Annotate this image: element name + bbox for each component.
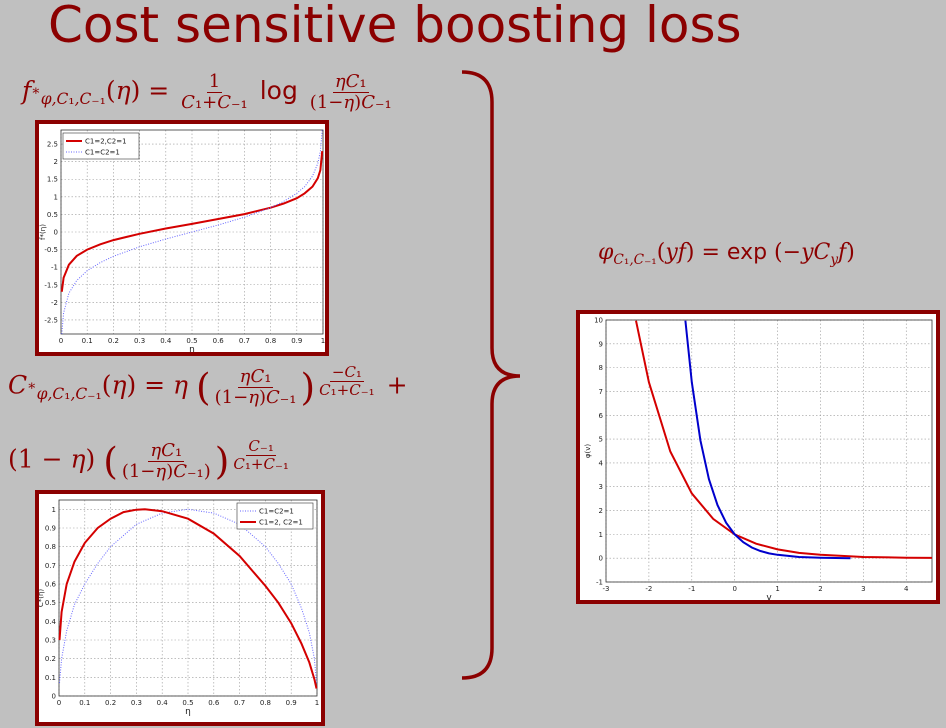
x-tick-label: 4 <box>904 585 909 593</box>
y-tick-label: 0.4 <box>45 618 57 626</box>
x-tick-label: 0.8 <box>260 699 271 707</box>
y-tick-label: 6 <box>599 412 604 420</box>
y-tick-label: -1 <box>596 579 603 587</box>
y-tick-label: 0 <box>52 693 56 701</box>
y-tick-label: 0 <box>54 229 58 237</box>
y-axis-label: f*(η) <box>39 224 47 240</box>
y-tick-label: 2.5 <box>47 141 58 149</box>
x-tick-label: 0.2 <box>105 699 116 707</box>
y-tick-label: 0.3 <box>45 637 56 645</box>
equation-phi: φC₁,C₋₁(yf) = exp (−yCyf) <box>598 240 855 268</box>
x-tick-label: -3 <box>603 585 610 593</box>
y-tick-label: 1 <box>52 506 56 514</box>
y-tick-label: 1 <box>54 193 58 201</box>
x-tick-label: 1 <box>315 699 319 707</box>
x-tick-label: 1 <box>775 585 779 593</box>
x-tick-label: 0.4 <box>157 699 169 707</box>
x-axis-label: η <box>189 345 195 352</box>
exp-label: exp <box>726 240 768 265</box>
y-tick-label: 0.7 <box>45 562 56 570</box>
y-tick-label: 0.2 <box>45 655 56 663</box>
x-axis-label: v <box>766 593 772 600</box>
plot-frame <box>60 129 324 335</box>
legend-label: C1=2,C2=1 <box>85 138 127 146</box>
legend-box <box>236 502 314 530</box>
chart-panel-c-star: 0 0.1 0.2 0.3 0.4 0.5 0.6 0.7 0.8 0.9 1 0 0.1 0.2 0.3 0… <box>35 490 325 726</box>
equation-c-star-line2: (1 − η) (ηC₁ (1−η)C₋₁)) C₋₁ C₁+C₋₁ <box>8 437 289 483</box>
log-label: log <box>259 75 298 105</box>
y-axis-label: φ(v) <box>584 444 592 458</box>
x-tick-label: 0.1 <box>82 337 93 345</box>
x-tick-label: 0.6 <box>213 337 225 345</box>
y-tick-label: 0.6 <box>45 581 57 589</box>
x-tick-label: 0.8 <box>265 337 276 345</box>
legend-label: C1=C2=1 <box>259 508 294 516</box>
chart-phi: -3 -2 -1 0 1 2 3 4 -1 0 1 2 3 4 5 6 7 8 9 10 v φ(v) <box>584 317 933 600</box>
y-tick-label: 0.5 <box>45 599 56 607</box>
chart-f-star: 0 0.1 0.2 0.3 0.4 0.5 0.6 0.7 0.8 0.9 1 -2.5 -2 -1.5 -… <box>39 129 325 352</box>
y-tick-label: 9 <box>599 340 603 348</box>
series-line <box>635 320 933 559</box>
chart-c-star: 0 0.1 0.2 0.3 0.4 0.5 0.6 0.7 0.8 0.9 1 0 0.1 0.2 0.3 0… <box>39 499 319 717</box>
x-tick-label: -2 <box>645 585 652 593</box>
y-tick-label: -1.5 <box>44 281 58 289</box>
equation-c-star-line1: C∗φ,C₁,C₋₁(η) = η (ηC₁ (1−η)C₋₁) −C₁ C₁+C₋₁… <box>8 363 408 409</box>
series-line <box>59 508 317 683</box>
equation-f-star: f∗φ,C₁,C₋₁(η) = 1 C₁+C₋₁ log ηC₁ (1−η)C₋₁ <box>22 71 392 113</box>
y-tick-label: 4 <box>599 459 604 467</box>
plus-sign: + <box>386 370 408 400</box>
series-line <box>684 320 851 560</box>
plot-frame <box>605 319 933 583</box>
page-title: Cost sensitive boosting loss <box>48 0 742 54</box>
y-tick-label: 0.8 <box>45 543 56 551</box>
x-tick-label: 1 <box>321 337 325 345</box>
x-tick-label: 0.3 <box>131 699 142 707</box>
series-line <box>60 151 324 292</box>
x-tick-label: 0.3 <box>134 337 145 345</box>
x-tick-label: 0.1 <box>79 699 90 707</box>
x-tick-label: 0.6 <box>208 699 220 707</box>
y-tick-label: 0 <box>599 555 603 563</box>
y-tick-label: 2 <box>54 158 58 166</box>
y-axis-label: C*(η) <box>39 589 45 608</box>
x-tick-label: 0.9 <box>291 337 302 345</box>
x-tick-label: 3 <box>861 585 865 593</box>
x-tick-label: 0.2 <box>108 337 119 345</box>
y-tick-label: -0.5 <box>44 246 58 254</box>
x-tick-label: 0.9 <box>286 699 297 707</box>
legend-label: C1=2, C2=1 <box>259 519 303 527</box>
curly-brace <box>461 70 521 680</box>
chart-panel-phi: -3 -2 -1 0 1 2 3 4 -1 0 1 2 3 4 5 6 7 8 9 10 v φ(v) <box>576 310 940 604</box>
y-tick-label: 8 <box>599 364 603 372</box>
legend-box <box>62 132 140 160</box>
x-axis-label: η <box>185 707 191 717</box>
x-tick-label: 0.7 <box>234 699 245 707</box>
x-tick-label: 0 <box>57 699 61 707</box>
x-tick-label: 0.5 <box>182 699 193 707</box>
x-tick-label: 0.7 <box>239 337 250 345</box>
plot-frame <box>58 499 318 697</box>
y-tick-label: 1.5 <box>47 176 58 184</box>
chart-panel-f-star: 0 0.1 0.2 0.3 0.4 0.5 0.6 0.7 0.8 0.9 1 -2.5 -2 -1.5 -… <box>35 120 329 356</box>
x-tick-label: 0.4 <box>160 337 172 345</box>
y-tick-label: 2 <box>599 507 603 515</box>
legend-label: C1=C2=1 <box>85 149 120 157</box>
y-tick-label: 5 <box>599 436 603 444</box>
y-tick-label: 0.5 <box>47 211 58 219</box>
y-tick-label: 0.1 <box>45 674 56 682</box>
x-tick-label: 0 <box>732 585 736 593</box>
x-tick-label: 2 <box>818 585 822 593</box>
y-tick-label: 0.9 <box>45 525 56 533</box>
y-tick-label: 7 <box>599 388 603 396</box>
x-tick-label: 0 <box>59 337 63 345</box>
y-tick-label: -1 <box>51 264 58 272</box>
y-tick-label: 10 <box>594 317 603 325</box>
x-tick-label: 0.5 <box>186 337 197 345</box>
series-line <box>58 508 318 689</box>
y-tick-label: -2 <box>51 299 58 307</box>
x-tick-label: -1 <box>688 585 695 593</box>
y-tick-label: 1 <box>599 531 603 539</box>
y-tick-label: 3 <box>599 483 603 491</box>
y-tick-label: -2.5 <box>44 316 58 324</box>
